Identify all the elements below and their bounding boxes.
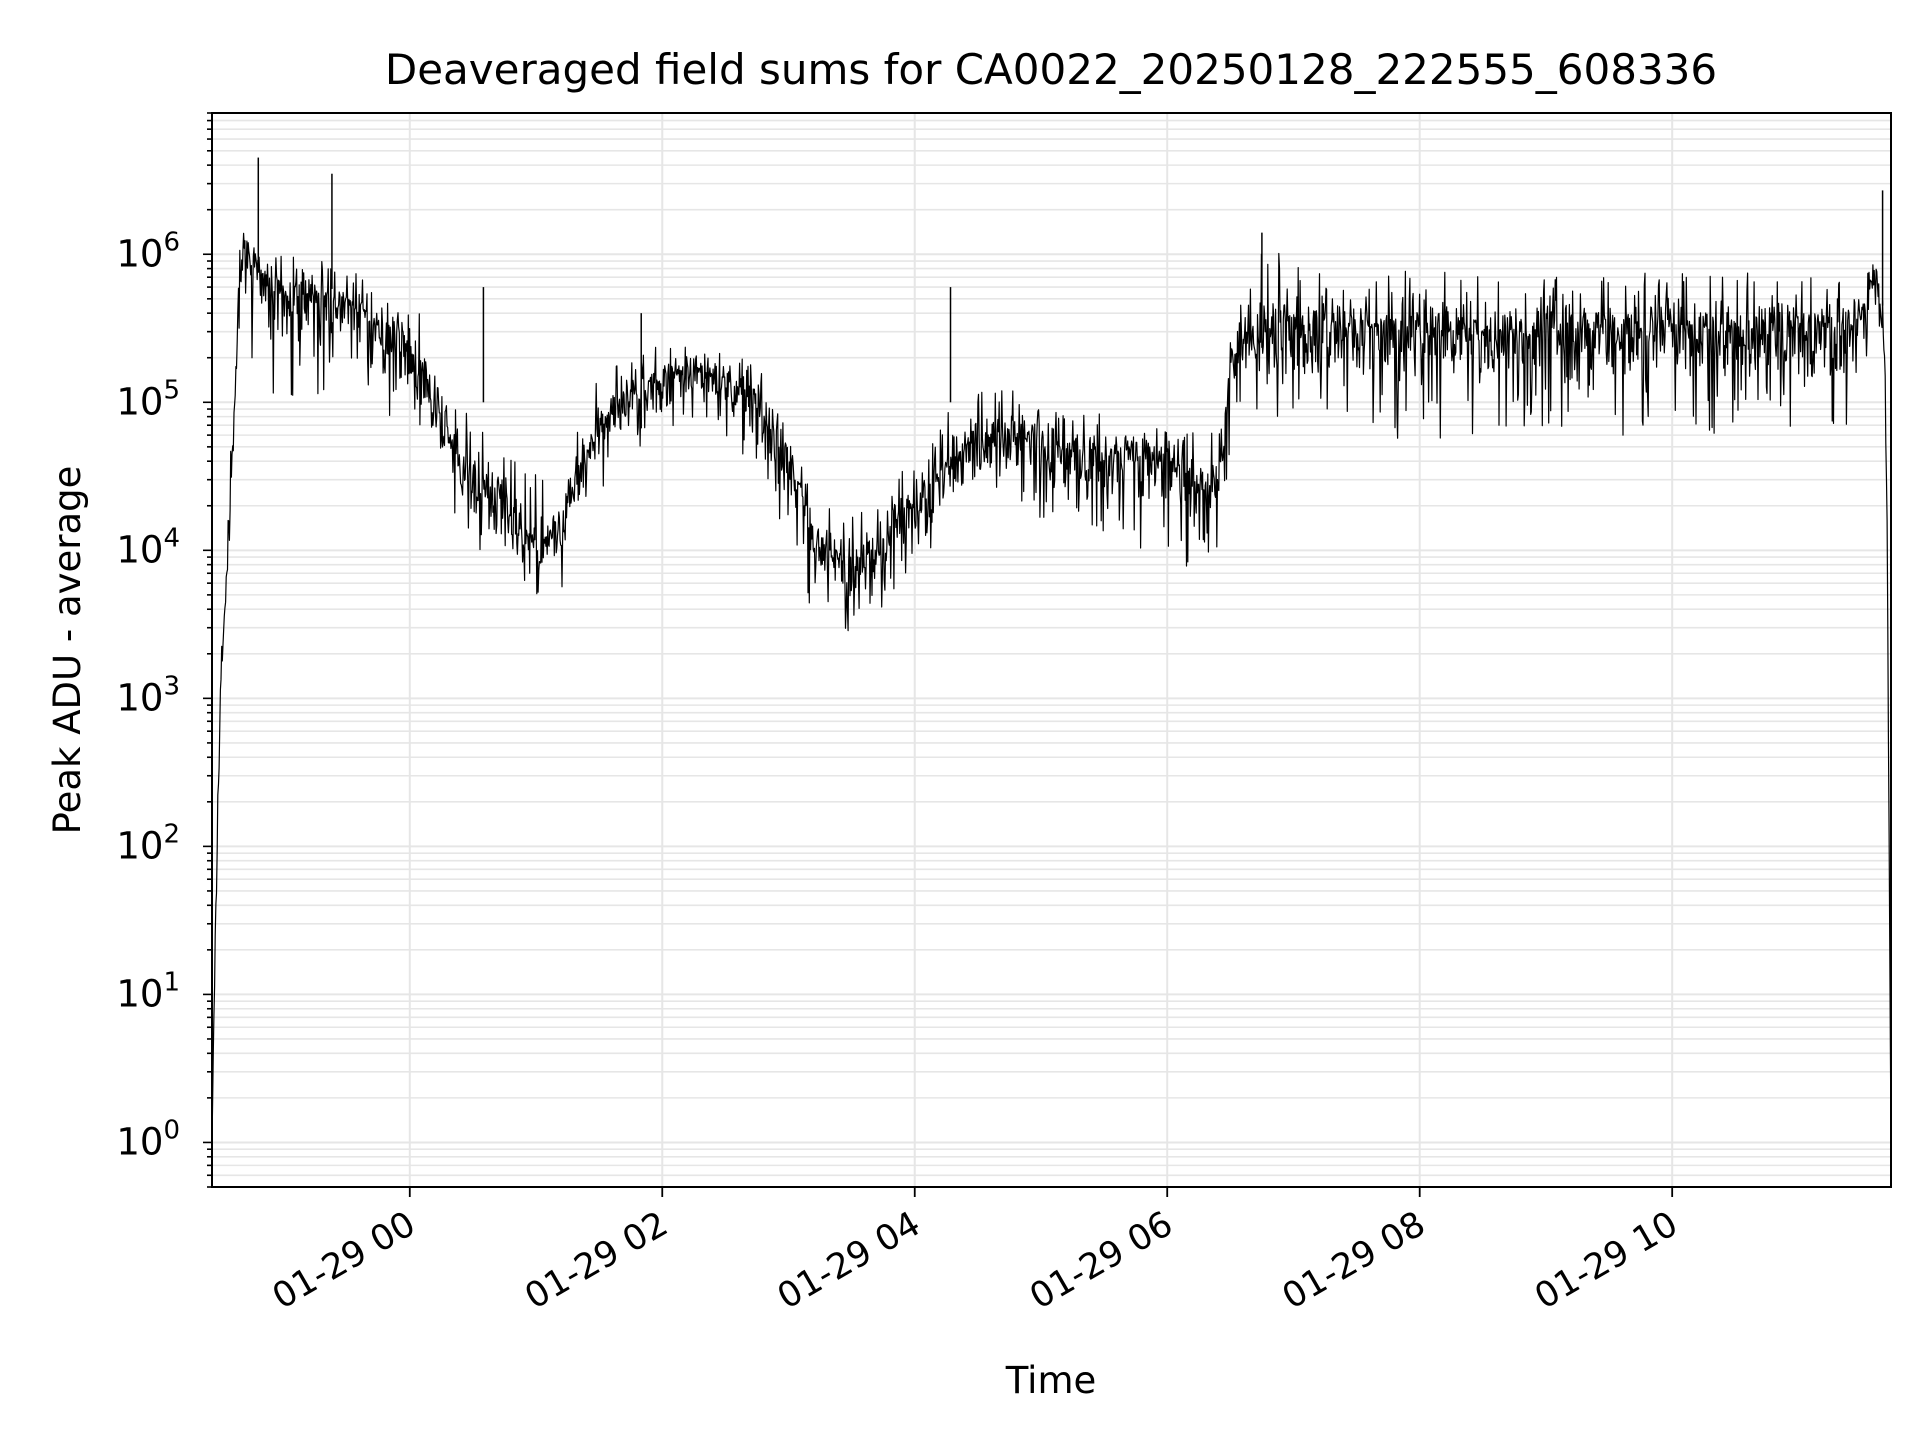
- y-tick-exponent: 4: [163, 523, 180, 553]
- y-tick-exponent: 1: [163, 967, 180, 997]
- y-tick-base: 10: [116, 1120, 163, 1163]
- y-tick-exponent: 2: [163, 819, 180, 849]
- data-series: [211, 157, 1892, 1143]
- plot-frame: [211, 112, 1892, 1188]
- y-tick-base: 10: [116, 824, 163, 867]
- y-tick-base: 10: [116, 676, 163, 719]
- y-tick-label: 105: [116, 375, 180, 423]
- y-tick-label: 103: [116, 671, 180, 719]
- y-tick-label: 102: [116, 819, 180, 867]
- y-tick-exponent: 6: [163, 227, 180, 257]
- y-tick-base: 10: [116, 528, 163, 571]
- chart-title: Deaveraged field sums for CA0022_2025012…: [385, 45, 1717, 94]
- grid-lines: [212, 112, 1891, 1188]
- y-tick-label: 106: [116, 227, 180, 275]
- y-tick-base: 10: [116, 232, 163, 275]
- y-tick-label: 104: [116, 523, 180, 571]
- series-line: [211, 232, 1892, 1143]
- x-axis-label: Time: [1005, 1359, 1097, 1402]
- y-tick-base: 10: [116, 972, 163, 1015]
- y-tick-label: 101: [116, 967, 180, 1015]
- y-tick-label: 100: [116, 1115, 180, 1163]
- y-tick-exponent: 3: [163, 671, 180, 701]
- y-tick-exponent: 0: [163, 1115, 180, 1145]
- y-tick-exponent: 5: [163, 375, 180, 405]
- y-tick-base: 10: [116, 380, 163, 423]
- y-axis-label: Peak ADU - average: [46, 466, 89, 835]
